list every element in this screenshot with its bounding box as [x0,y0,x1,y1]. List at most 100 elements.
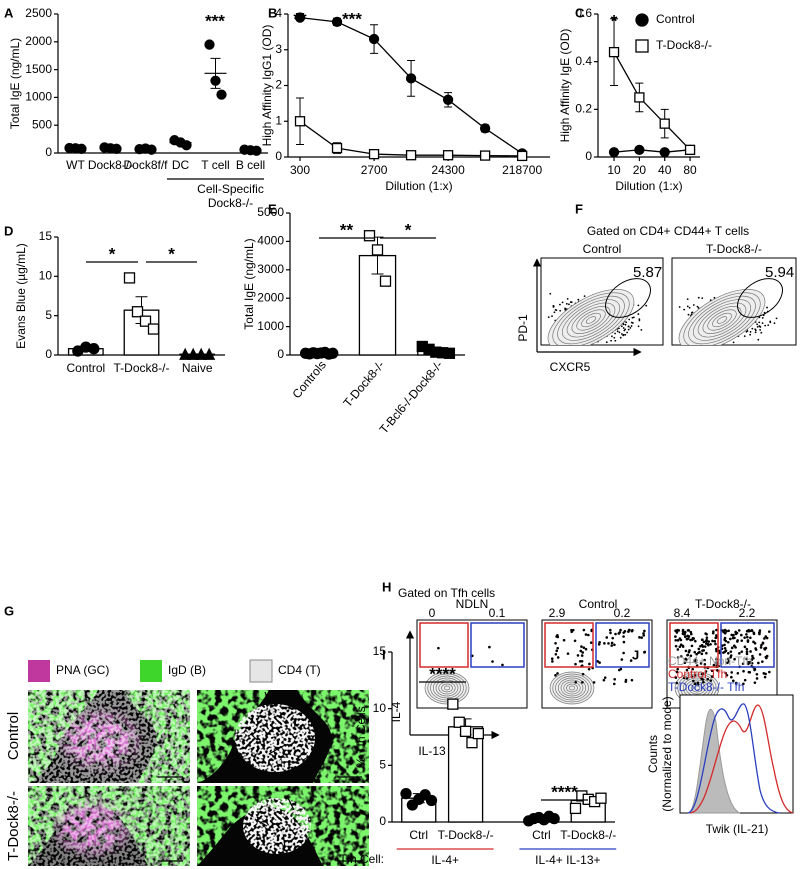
panel-label: E [268,201,277,216]
event-dot [625,321,628,324]
event-dot [749,636,752,640]
event-dot [603,676,607,679]
event-dot [610,339,612,342]
contour [555,675,589,701]
point [405,150,417,161]
y-tick-label: 0 [277,347,284,361]
event-dot [580,659,584,663]
point [216,89,227,100]
event-dot [749,333,752,336]
y-tick-label: 2500 [25,6,52,20]
event-dot [712,663,716,667]
event-dot [568,303,570,306]
flow-column: NDLN [456,597,489,611]
event-dot [707,640,711,643]
event-dot [692,679,695,683]
event-dot [730,675,733,679]
gate [669,622,719,668]
contour [568,685,576,691]
y-tick-label: 4000 [257,234,284,248]
gate-value: 8.4 [674,606,691,620]
contour [552,292,630,345]
event-dot [685,668,689,672]
significance: *** [205,11,225,30]
event-dot [687,313,690,316]
point [179,347,192,360]
point [634,144,645,156]
event-dot [726,651,730,655]
contour [432,677,462,699]
event-dot [746,330,749,332]
event-dot [760,331,763,334]
y-axis-title: % Tfh Cells [354,706,368,767]
event-dot [686,637,690,640]
event-dot [705,636,709,639]
contour [427,673,467,703]
event-dot [638,636,641,639]
axis-title: Twik (IL-21) [706,822,769,836]
event-dot [554,653,558,656]
event-dot [691,667,695,671]
event-dot [598,641,601,644]
contour [566,683,578,693]
event-dot [691,636,695,640]
point [634,92,645,103]
event-dot [688,649,691,652]
event-dot [734,681,738,685]
contour [692,299,752,341]
gate [720,622,775,668]
event-dot [581,672,585,676]
point [479,150,491,161]
significance: **** [551,782,578,801]
axis-title: (Normalized to mode) [660,696,674,811]
event-dot [761,317,764,319]
event-dot [756,325,759,328]
event-dot [758,321,761,324]
event-dot [556,646,560,650]
event-dot [738,652,741,655]
event-dot [597,643,601,646]
event-dot [732,341,735,344]
y-axis-title: Evans Blue (µg/mL) [14,243,28,349]
panel-label: A [4,5,14,20]
point [368,148,380,160]
y-tick-label: 0 [45,145,52,159]
flow-title: Gated on Tfh cells [398,586,495,600]
event-dot [551,315,553,317]
x-tick-label: Dock8f/f [123,158,168,172]
gate-value: 2.2 [739,606,756,620]
histogram-curve [687,708,741,814]
event-dot [611,636,615,640]
gate-value: 0.1 [489,606,506,620]
event-dot [629,659,633,662]
micrograph [28,690,190,783]
event-dot [618,327,620,330]
x-axis-title: Dilution (1:x) [615,179,682,193]
point [472,727,484,740]
event-dot [675,681,679,685]
y-tick-label: 4 [275,6,282,20]
event-dot [690,675,694,678]
event-dot [742,682,745,686]
event-dot [622,635,625,638]
x-tick-label: Control [66,361,105,375]
event-dot [697,307,700,309]
event-dot [737,629,741,632]
event-dot [721,644,724,647]
event-dot [559,309,562,312]
x-tick-label: T-Dock8-/- [438,828,494,842]
event-dot [696,682,700,686]
event-dot [686,653,689,657]
event-dot [683,308,686,311]
event-dot [743,645,747,649]
event-dot [773,322,776,325]
event-dot [723,631,727,635]
contour [712,312,732,328]
point [684,144,696,156]
significance: ** [293,9,307,28]
point [548,812,560,825]
event-dot [705,651,708,655]
event-dot [620,325,623,328]
gate [737,278,783,318]
